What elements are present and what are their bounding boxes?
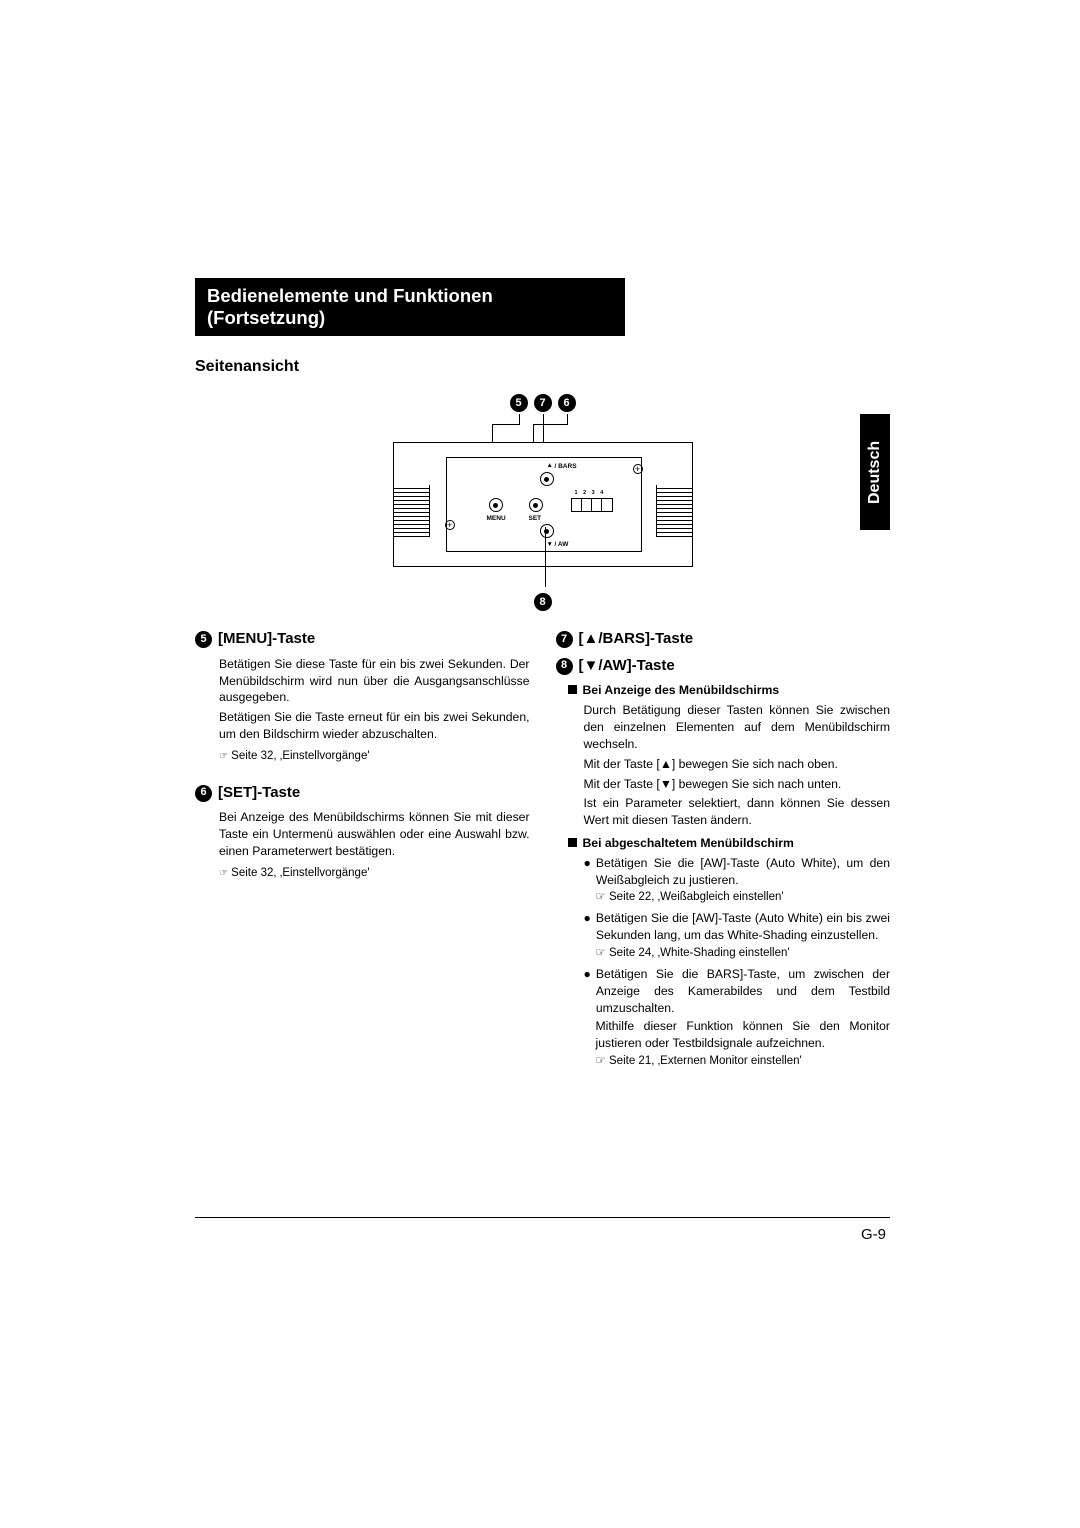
sub2-b1-ref: ☞ Seite 22, ‚Weißabgleich einstellen' [596,890,891,906]
menu-label: MENU [487,515,506,522]
sub1-p4: Ist ein Parameter selektiert, dann könne… [584,795,891,829]
sub2-title: Bei abgeschaltetem Menübildschirm [583,835,794,852]
item-6-ref: ☞ Seite 32, ‚Einstellvorgänge' [219,866,530,882]
dip-numbers: 1 2 3 4 [575,490,606,496]
aw-label: / AW [555,541,569,548]
sub1-p3: Mit der Taste [▼] bewegen Sie sich nach … [584,776,891,793]
device-diagram: ▲ / BARS MENU SET 1 2 3 4 ▼ / AW [393,442,693,567]
page-number: G-9 [861,1226,886,1243]
sub2-b2-ref-text: Seite 24, ‚White-Shading einstellen' [609,947,790,959]
bars-button-diagram [540,472,554,486]
item-6-p1: Bei Anzeige des Menübildschirms können S… [219,809,530,859]
bullet-dot-icon: ● [584,855,591,889]
callout-leader-lines-top [393,414,693,442]
sub2-b3-ref: ☞ Seite 21, ‚Externen Monitor einstellen… [596,1054,891,1070]
set-label: SET [529,515,542,522]
hatch-right [656,485,692,537]
item-6-number: 6 [195,785,212,802]
page-content: Bedienelemente und Funktionen (Fortsetzu… [195,278,890,1074]
callout-leader-lines-bottom [393,567,693,591]
sub2-bullet-3: ● Betätigen Sie die BARS]-Taste, um zwis… [584,966,891,1016]
bottom-callout-row: 8 [393,593,693,611]
callout-6: 6 [558,394,576,412]
pointer-icon: ☞ [596,947,606,959]
footer-divider [195,1217,890,1218]
top-callout-row: 5 7 6 [393,394,693,412]
aw-arrow-icon: ▼ [547,541,553,548]
sub1-body: Durch Betätigung dieser Tasten können Si… [584,702,891,829]
item-5-p1: Betätigen Sie diese Taste für ein bis zw… [219,656,530,706]
sub2-b3-ref-text: Seite 21, ‚Externen Monitor einstellen' [609,1055,802,1067]
item-8-title: [▼/AW]-Taste [579,656,675,677]
sub2-b1-ref-text: Seite 22, ‚Weißabgleich einstellen' [609,891,784,903]
language-tab: Deutsch [860,414,890,530]
content-columns: 5 [MENU]-Taste Betätigen Sie diese Taste… [195,619,890,1074]
callout-7: 7 [534,394,552,412]
control-panel: ▲ / BARS MENU SET 1 2 3 4 ▼ / AW [446,457,642,552]
sub2-b3-text: Betätigen Sie die BARS]-Taste, um zwisch… [596,966,890,1016]
sub2-bullet-3b: Mithilfe dieser Funktion können Sie den … [596,1018,891,1052]
item-5-body: Betätigen Sie diese Taste für ein bis zw… [219,656,530,765]
pointer-icon: ☞ [596,1055,606,1067]
bars-label: / BARS [555,463,577,470]
bars-arrow-icon: ▲ [547,462,553,469]
item-7-number: 7 [556,631,573,648]
item-6-body: Bei Anzeige des Menübildschirms können S… [219,809,530,881]
bullet-dot-icon: ● [584,910,591,944]
hatch-left [394,485,430,537]
screw-icon [633,464,643,474]
seitenansicht-heading: Seitenansicht [195,358,890,376]
sub1-p2: Mit der Taste [▲] bewegen Sie sich nach … [584,756,891,773]
dip-switch [571,498,613,512]
set-button-diagram [529,498,543,512]
pointer-icon: ☞ [219,751,228,762]
item-8-heading: 8 [▼/AW]-Taste [556,656,891,677]
left-column: 5 [MENU]-Taste Betätigen Sie diese Taste… [195,619,530,1074]
item-5-p2: Betätigen Sie die Taste erneut für ein b… [219,709,530,743]
sub1-p1: Durch Betätigung dieser Tasten können Si… [584,702,891,752]
item-5-ref-text: Seite 32, ‚Einstellvorgänge' [231,750,369,762]
square-bullet-icon [568,838,577,847]
sub2-b2-ref: ☞ Seite 24, ‚White-Shading einstellen' [596,946,891,962]
bullet-dot-icon: ● [584,966,591,1016]
square-bullet-icon [568,685,577,694]
right-column: 7 [▲/BARS]-Taste 8 [▼/AW]-Taste Bei Anze… [556,619,891,1074]
item-5-number: 5 [195,631,212,648]
pointer-icon: ☞ [219,868,228,879]
item-5-title: [MENU]-Taste [218,629,315,650]
section-title-bar: Bedienelemente und Funktionen (Fortsetzu… [195,278,625,336]
sub2-bullet-1: ● Betätigen Sie die [AW]-Taste (Auto Whi… [584,855,891,889]
item-6-title: [SET]-Taste [218,783,300,804]
sub2-bullet-2: ● Betätigen Sie die [AW]-Taste (Auto Whi… [584,910,891,944]
menu-button-diagram [489,498,503,512]
item-7-title: [▲/BARS]-Taste [579,629,694,650]
sub2-b2-text: Betätigen Sie die [AW]-Taste (Auto White… [596,910,890,944]
callout-5: 5 [510,394,528,412]
sub2-b3b-text: Mithilfe dieser Funktion können Sie den … [596,1018,891,1052]
diagram-container: 5 7 6 [195,394,890,611]
item-8-number: 8 [556,658,573,675]
aw-button-diagram [540,524,554,538]
item-5-heading: 5 [MENU]-Taste [195,629,530,650]
item-5-ref: ☞ Seite 32, ‚Einstellvorgänge' [219,749,530,765]
callout-8: 8 [534,593,552,611]
pointer-icon: ☞ [596,891,606,903]
item-6-ref-text: Seite 32, ‚Einstellvorgänge' [231,867,369,879]
sub2-b1-text: Betätigen Sie die [AW]-Taste (Auto White… [596,855,890,889]
sub1-title: Bei Anzeige des Menübildschirms [583,682,780,699]
item-7-heading: 7 [▲/BARS]-Taste [556,629,891,650]
item-6-heading: 6 [SET]-Taste [195,783,530,804]
sub2-heading: Bei abgeschaltetem Menübildschirm [568,835,891,852]
sub1-heading: Bei Anzeige des Menübildschirms [568,682,891,699]
screw-icon [445,520,455,530]
